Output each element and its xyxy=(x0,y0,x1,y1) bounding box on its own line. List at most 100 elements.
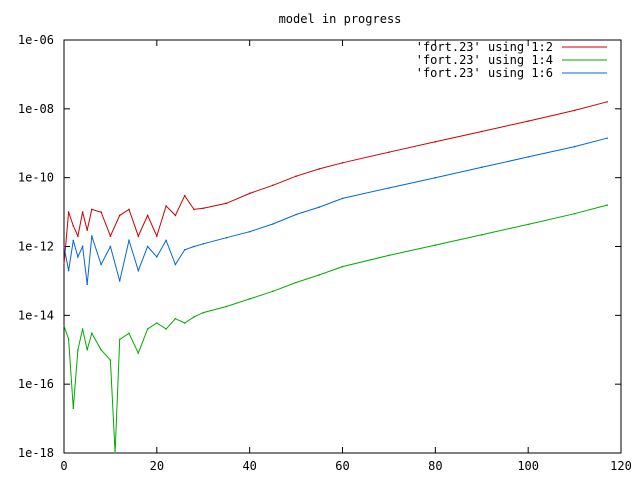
data-point-1 xyxy=(128,208,130,211)
data-point-1 xyxy=(100,211,102,213)
data-point-1 xyxy=(146,214,149,217)
data-point-1 xyxy=(81,211,84,213)
data-point-3 xyxy=(225,236,228,239)
data-point-2 xyxy=(77,349,79,351)
data-point-1 xyxy=(573,109,576,112)
x-tick-label: 120 xyxy=(610,459,632,473)
data-point-2 xyxy=(193,316,195,318)
data-point-2 xyxy=(67,338,70,341)
axis-ticks: 0 20 40 60 80 100 120 1e-18 1e-16 1e-14 1e-12 1e-10… xyxy=(18,33,632,473)
data-point-3 xyxy=(100,263,102,266)
data-point-1 xyxy=(388,151,390,153)
data-point-3 xyxy=(183,249,186,251)
data-point-1 xyxy=(606,101,608,103)
series-line-3 xyxy=(63,137,608,285)
data-point-2 xyxy=(318,274,321,276)
y-tick-label: 1e-06 xyxy=(18,33,54,47)
data-point-2 xyxy=(606,204,608,206)
data-point-3 xyxy=(248,230,251,233)
data-point-2 xyxy=(63,324,65,327)
legend-label-2: 'fort.23' using 1:4 xyxy=(416,53,553,67)
data-point-3 xyxy=(109,245,112,248)
data-point-2 xyxy=(118,338,121,341)
data-point-2 xyxy=(272,290,274,293)
data-point-1 xyxy=(109,235,112,237)
data-point-2 xyxy=(225,305,228,308)
data-point-3 xyxy=(165,239,167,242)
series-layer xyxy=(63,101,608,454)
data-point-1 xyxy=(174,214,177,217)
data-point-3 xyxy=(527,156,529,158)
data-point-2 xyxy=(91,332,93,335)
x-tick-label: 20 xyxy=(150,459,164,473)
data-point-2 xyxy=(165,328,167,330)
data-point-1 xyxy=(118,214,121,217)
data-point-3 xyxy=(72,239,75,242)
data-point-1 xyxy=(86,229,88,231)
data-point-1 xyxy=(434,141,437,143)
data-point-2 xyxy=(388,254,390,257)
data-point-3 xyxy=(272,223,274,225)
data-point-2 xyxy=(156,322,158,324)
chart-title: model in progress xyxy=(279,12,402,26)
data-point-2 xyxy=(86,349,88,351)
series-line-1 xyxy=(63,101,608,265)
data-point-3 xyxy=(86,283,88,286)
data-point-1 xyxy=(156,235,158,237)
x-tick-label: 80 xyxy=(428,459,442,473)
data-point-3 xyxy=(202,243,205,245)
data-point-3 xyxy=(146,245,149,248)
data-point-3 xyxy=(118,280,121,282)
data-point-2 xyxy=(481,233,483,236)
data-point-3 xyxy=(137,269,140,272)
data-point-3 xyxy=(156,256,158,258)
data-point-1 xyxy=(193,208,195,211)
y-tick-label: 1e-14 xyxy=(18,308,54,322)
y-tick-label: 1e-10 xyxy=(18,171,54,185)
data-point-1 xyxy=(72,225,75,227)
data-point-2 xyxy=(573,212,576,215)
data-point-2 xyxy=(114,452,116,454)
x-tick-label: 0 xyxy=(60,459,67,473)
data-point-3 xyxy=(341,197,344,200)
data-point-2 xyxy=(434,244,437,246)
data-point-3 xyxy=(434,176,437,179)
y-tick-label: 1e-08 xyxy=(18,102,54,116)
data-point-3 xyxy=(318,206,321,208)
data-point-1 xyxy=(248,192,251,195)
data-point-3 xyxy=(481,166,483,169)
data-point-2 xyxy=(146,328,149,330)
data-point-2 xyxy=(100,349,102,351)
data-point-3 xyxy=(388,187,390,189)
data-point-3 xyxy=(193,245,195,248)
data-point-3 xyxy=(128,239,130,242)
data-point-1 xyxy=(63,263,65,266)
data-point-2 xyxy=(128,332,130,335)
x-tick-label: 40 xyxy=(242,459,256,473)
legend-label-1: 'fort.23' using 1:2 xyxy=(416,40,553,54)
data-point-2 xyxy=(527,223,529,226)
x-tick-label: 60 xyxy=(335,459,349,473)
data-point-1 xyxy=(527,120,529,122)
data-point-2 xyxy=(183,322,186,324)
data-point-3 xyxy=(81,245,84,248)
data-point-2 xyxy=(295,281,297,284)
data-point-1 xyxy=(295,175,297,177)
data-point-2 xyxy=(109,359,112,361)
y-tick-label: 1e-12 xyxy=(18,240,54,254)
data-point-2 xyxy=(248,298,251,300)
legend-label-3: 'fort.23' using 1:6 xyxy=(416,66,553,80)
data-point-3 xyxy=(573,145,576,148)
data-point-1 xyxy=(225,202,228,205)
data-point-1 xyxy=(91,208,93,211)
x-tick-label: 100 xyxy=(517,459,539,473)
data-point-3 xyxy=(77,256,79,258)
y-tick-label: 1e-16 xyxy=(18,377,54,391)
y-tick-label: 1e-18 xyxy=(18,446,54,460)
data-point-3 xyxy=(606,137,608,139)
data-point-1 xyxy=(137,235,140,237)
series-line-2 xyxy=(63,204,608,454)
data-point-2 xyxy=(174,317,177,320)
data-point-3 xyxy=(295,213,297,216)
